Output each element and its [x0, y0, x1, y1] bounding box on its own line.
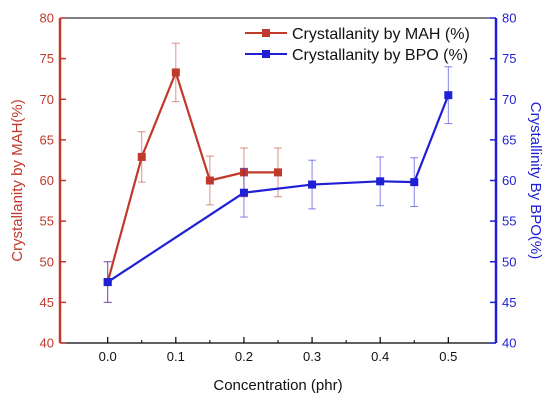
data-point: [376, 177, 385, 186]
left-y-tick-label: 40: [40, 336, 54, 351]
x-tick-label: 0.0: [99, 349, 117, 364]
x-tick-label: 0.3: [303, 349, 321, 364]
legend-item-bpo: Crystallanity by BPO (%): [245, 47, 468, 64]
right-y-tick-label: 40: [502, 336, 516, 351]
left-y-tick-label: 45: [40, 295, 54, 310]
right-y-axis-title: Crystallinity By BPO(%): [527, 102, 544, 260]
right-y-tick-label: 65: [502, 132, 516, 147]
data-point: [205, 176, 214, 185]
left-y-tick-label: 70: [40, 92, 54, 107]
x-tick-label: 0.2: [235, 349, 253, 364]
series-layer: [103, 42, 453, 303]
series-line: [106, 71, 278, 283]
right-y-tick-label: 70: [502, 92, 516, 107]
series-1: [103, 66, 453, 303]
x-tick-label: 0.1: [167, 349, 185, 364]
right-y-tick-label: 75: [502, 51, 516, 66]
data-point: [239, 188, 248, 197]
left-y-axis-title: Crystallanity by MAH(%): [9, 99, 26, 262]
x-tick-label: 0.5: [439, 349, 457, 364]
legend-label-mah: Crystallanity by MAH (%): [292, 26, 470, 43]
right-y-tick-label: 60: [502, 173, 516, 188]
legend-marker-mah: [262, 29, 270, 37]
x-axis-title: Concentration (phr): [213, 377, 342, 394]
legend-marker-bpo: [262, 50, 270, 58]
right-y-tick-label: 45: [502, 295, 516, 310]
left-y-tick-label: 60: [40, 173, 54, 188]
data-point: [171, 68, 180, 77]
right-y-tick-label: 50: [502, 254, 516, 269]
data-point: [137, 152, 146, 161]
legend: Crystallanity by MAH (%) Crystallanity b…: [245, 26, 470, 64]
data-point: [103, 278, 112, 287]
left-y-tick-label: 50: [40, 254, 54, 269]
left-y-tick-label: 80: [40, 11, 54, 26]
data-point: [444, 91, 453, 100]
data-point: [308, 180, 317, 189]
data-point: [274, 168, 282, 177]
x-axis-ticks: 0.0 0.1 0.2 0.3 0.4 0.5: [99, 337, 457, 364]
right-y-tick-label: 55: [502, 214, 516, 229]
series-line: [107, 94, 450, 283]
left-y-tick-label: 75: [40, 51, 54, 66]
right-y-tick-label: 80: [502, 11, 516, 26]
left-y-axis-ticks: 40 45 50 55 60 65 70 75 80: [40, 11, 66, 351]
left-y-tick-label: 55: [40, 214, 54, 229]
x-tick-label: 0.4: [371, 349, 389, 364]
right-y-axis-ticks: 40 45 50 55 60 65 70 75 80: [490, 11, 516, 351]
legend-item-mah: Crystallanity by MAH (%): [245, 26, 470, 43]
left-y-tick-label: 65: [40, 132, 54, 147]
data-point: [410, 178, 419, 187]
legend-label-bpo: Crystallanity by BPO (%): [292, 47, 468, 64]
